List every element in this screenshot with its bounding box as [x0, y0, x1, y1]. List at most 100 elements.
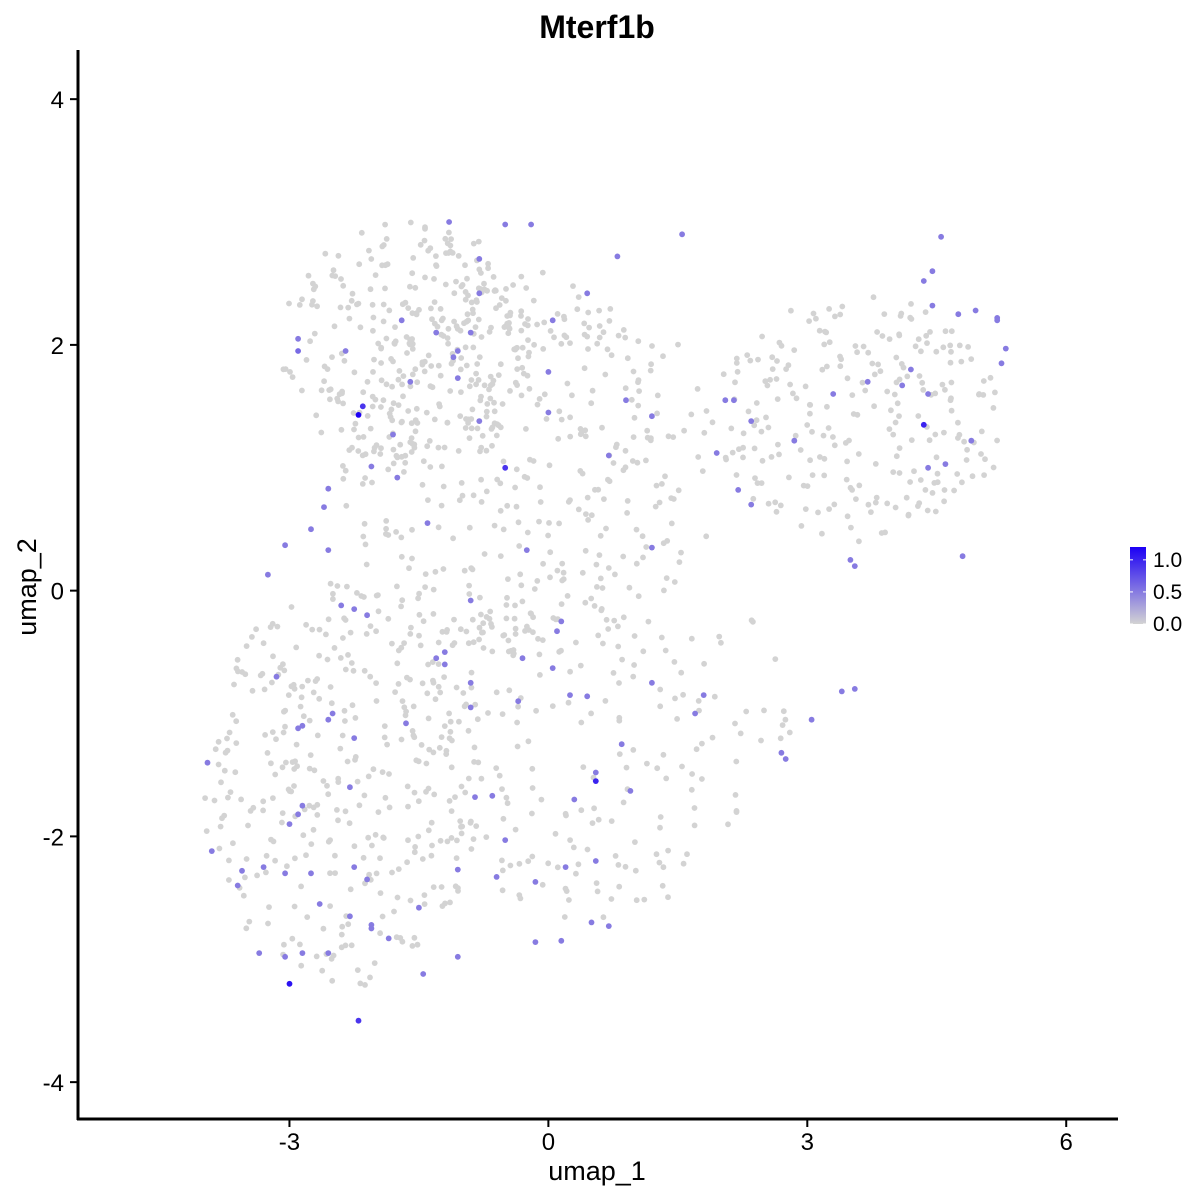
cell-point — [558, 340, 565, 347]
cell-point — [932, 390, 939, 397]
expressing-cell-point — [830, 391, 837, 397]
cell-point — [310, 689, 317, 696]
cell-point — [260, 807, 266, 814]
expressing-cell-point — [338, 602, 345, 609]
expressing-cell-point — [592, 778, 599, 784]
cell-point — [366, 247, 372, 254]
cell-point — [630, 673, 637, 680]
cell-point — [280, 729, 287, 736]
cell-point — [776, 451, 782, 458]
cell-point — [994, 437, 1000, 444]
cell-point — [661, 587, 667, 594]
cell-point — [407, 676, 413, 683]
cell-point — [753, 400, 760, 406]
cell-point — [292, 758, 298, 765]
cell-point — [716, 633, 723, 640]
cell-point — [860, 343, 867, 350]
cell-point — [668, 495, 675, 501]
expressing-cell-point — [325, 547, 332, 553]
cell-point — [622, 447, 629, 454]
cell-point — [309, 626, 316, 633]
cell-point — [318, 429, 325, 436]
cell-point — [955, 419, 961, 426]
cell-point — [269, 729, 276, 735]
cell-point — [777, 735, 784, 742]
cell-point — [588, 512, 595, 519]
cell-point — [709, 734, 716, 741]
expressing-cell-point — [584, 693, 591, 700]
expressing-cell-point — [731, 397, 737, 404]
cell-point — [332, 273, 339, 279]
cell-point — [703, 533, 710, 540]
cell-point — [370, 766, 377, 773]
cell-point — [475, 759, 482, 766]
legend-tick-label: 1.0 — [1153, 549, 1182, 572]
y-tick-label: 0 — [51, 579, 64, 606]
cell-point — [820, 432, 827, 439]
cell-point — [978, 428, 985, 435]
cell-point — [240, 892, 247, 899]
cell-point — [490, 274, 497, 280]
cell-point — [375, 592, 381, 598]
cell-point — [941, 429, 947, 436]
cell-point — [668, 520, 675, 527]
cell-point — [473, 823, 480, 829]
cell-point — [212, 746, 219, 753]
cell-point — [372, 272, 379, 278]
cell-point — [398, 736, 405, 743]
cell-point — [507, 862, 514, 869]
cell-point — [804, 422, 811, 428]
cell-point — [675, 487, 682, 494]
expressing-cell-point — [700, 692, 707, 698]
cell-point — [844, 458, 850, 465]
cell-point — [524, 529, 531, 536]
cell-point — [485, 710, 491, 716]
cell-point — [390, 460, 397, 467]
cell-point — [503, 286, 509, 292]
cell-point — [772, 499, 779, 506]
cell-point — [527, 456, 533, 463]
cell-point — [588, 710, 594, 717]
cell-point — [547, 328, 554, 334]
cell-point — [378, 404, 384, 410]
expressing-cell-point — [454, 953, 461, 960]
cell-point — [369, 479, 375, 486]
expressing-cell-point — [778, 749, 785, 756]
cell-point — [457, 327, 464, 334]
cell-point — [442, 235, 449, 242]
cell-point — [409, 555, 415, 562]
cell-point — [740, 430, 747, 437]
cell-point — [365, 834, 372, 841]
cell-point — [748, 617, 755, 624]
cell-point — [763, 414, 769, 421]
cell-point — [409, 310, 416, 317]
expressing-cell-point — [942, 461, 949, 467]
cell-point — [463, 701, 469, 708]
cell-point — [729, 449, 736, 456]
x-axis-label: umap_1 — [548, 1156, 646, 1186]
cell-point — [734, 368, 741, 375]
cell-point — [441, 444, 448, 451]
cell-point — [844, 513, 851, 520]
expressing-cell-point — [592, 858, 599, 864]
cell-point — [643, 544, 650, 550]
cell-point — [314, 732, 321, 739]
cell-point — [657, 686, 664, 693]
cell-point — [675, 341, 681, 348]
cell-point — [470, 240, 477, 247]
cell-point — [339, 388, 345, 395]
cell-point — [307, 338, 313, 345]
cell-point — [873, 494, 880, 501]
cell-point — [426, 438, 433, 444]
cell-point — [762, 378, 769, 385]
cell-point — [346, 315, 353, 322]
cell-point — [411, 934, 418, 941]
expressing-cell-point — [450, 354, 457, 361]
cell-point — [468, 818, 474, 825]
cell-point — [456, 497, 463, 504]
cell-point — [654, 392, 661, 399]
cell-point — [602, 698, 609, 704]
cell-point — [360, 434, 367, 440]
cell-point — [437, 689, 444, 696]
cell-point — [987, 374, 994, 381]
